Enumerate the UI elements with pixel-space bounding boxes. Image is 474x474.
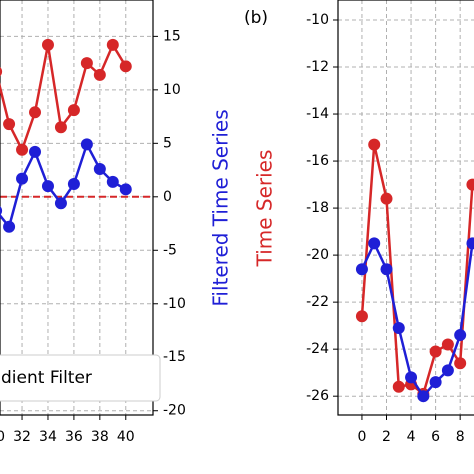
x-tick-label: 30 (0, 429, 5, 445)
x-tick-label: 36 (65, 429, 83, 445)
data-point (67, 104, 80, 117)
y2-tick-label: -10 (163, 296, 186, 312)
series-line (360, 240, 474, 399)
data-point (54, 121, 67, 134)
x-tick-label: 34 (39, 429, 57, 445)
data-point (119, 183, 132, 196)
y2-tick-label: 5 (163, 135, 172, 151)
data-point (67, 177, 80, 190)
x-tick-label: 8 (456, 429, 465, 445)
data-point (119, 60, 132, 73)
data-point (54, 197, 67, 210)
y-tick-label: -18 (306, 200, 329, 216)
x-tick-label: 6 (431, 429, 440, 445)
series-line (360, 144, 474, 396)
y-tick-label: -14 (306, 106, 329, 122)
y2-tick-label: -5 (163, 242, 177, 258)
data-point (429, 345, 442, 358)
x-tick-label: 4 (407, 429, 416, 445)
plot-frame (0, 0, 154, 416)
data-point (454, 329, 467, 342)
data-point (355, 263, 368, 276)
data-point (29, 106, 42, 119)
y-tick-label: -12 (306, 59, 329, 75)
data-point (29, 145, 42, 158)
y-tick-label: -24 (306, 341, 329, 357)
data-point (417, 390, 430, 403)
y2-tick-label: 0 (163, 189, 172, 205)
data-point (368, 138, 381, 151)
data-point (3, 118, 16, 131)
panel-label: (b) (244, 8, 268, 28)
data-point (368, 237, 381, 250)
data-point (0, 67, 3, 77)
x-tick-label: 40 (117, 429, 135, 445)
data-point (355, 310, 368, 323)
data-point (106, 38, 119, 51)
data-point (80, 138, 93, 151)
y-axis-title: Time Series (253, 150, 277, 268)
x-tick-label: 2 (382, 429, 391, 445)
data-point (106, 175, 119, 188)
data-point (380, 263, 393, 276)
data-point (41, 180, 54, 193)
series-line (0, 42, 127, 153)
y2-axis-title: Filtered Time Series (209, 109, 233, 306)
data-point (405, 371, 418, 384)
plot-frame (337, 0, 474, 416)
series-line (0, 141, 127, 230)
x-tick-label: 0 (357, 429, 366, 445)
data-point (16, 143, 29, 156)
data-point (80, 57, 93, 70)
data-point (392, 380, 405, 393)
y2-tick-label: 15 (163, 28, 181, 44)
data-point (441, 364, 454, 377)
legend-label: dient Filter (1, 368, 92, 388)
y2-tick-label: 10 (163, 82, 181, 98)
data-point (0, 206, 3, 216)
data-point (466, 178, 474, 191)
y-tick-label: -16 (306, 153, 329, 169)
data-point (93, 68, 106, 81)
data-point (41, 38, 54, 51)
data-point (392, 322, 405, 335)
x-tick-label: 38 (91, 429, 109, 445)
y-tick-label: -10 (306, 12, 329, 28)
data-point (380, 192, 393, 205)
data-point (3, 220, 16, 233)
legend-box (0, 354, 161, 402)
data-point (466, 237, 474, 250)
y2-tick-label: -15 (163, 349, 186, 365)
x-tick-label: 32 (13, 429, 31, 445)
data-point (454, 357, 467, 370)
data-point (16, 172, 29, 185)
data-point (429, 376, 442, 389)
y2-tick-label: -20 (163, 403, 186, 419)
data-point (93, 162, 106, 175)
y-tick-label: -26 (306, 388, 329, 404)
data-point (441, 338, 454, 351)
y-tick-label: -22 (306, 294, 329, 310)
y-tick-label: -20 (306, 247, 329, 263)
